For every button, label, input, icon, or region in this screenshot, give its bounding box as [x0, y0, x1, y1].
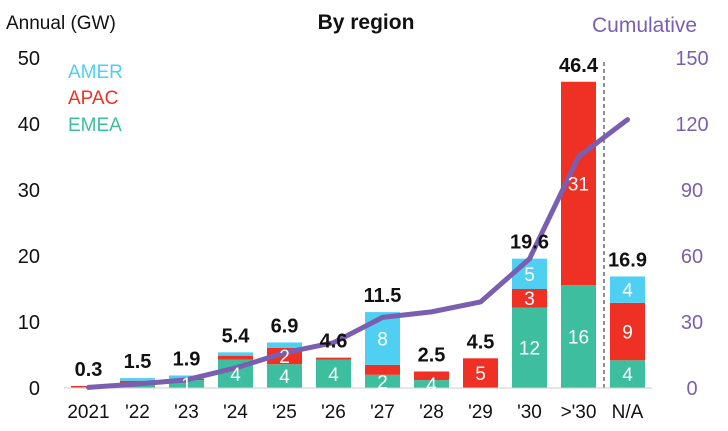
x-tick-label: '29: [468, 402, 493, 423]
legend-amer: AMER: [68, 62, 123, 83]
bar-amer: [169, 375, 204, 379]
right-axis-title: Cumulative: [592, 14, 697, 37]
total-label: 4.6: [320, 331, 348, 353]
segment-label: 4: [328, 365, 339, 386]
segment-label: 4: [230, 365, 241, 386]
left-tick-label: 40: [18, 114, 40, 136]
bar-emea: [414, 380, 449, 388]
left-axis-title: Annual (GW): [6, 13, 116, 34]
legend-apac: APAC: [68, 88, 118, 109]
bar-apac: [414, 371, 449, 381]
bar-amer: [610, 276, 645, 303]
x-tick-label: '26: [321, 402, 346, 423]
left-tick-label: 30: [18, 180, 40, 202]
left-axis: 0 10 20 30 40 50: [18, 48, 40, 400]
x-tick-label: '27: [370, 402, 395, 423]
segment-label: 4: [622, 365, 633, 386]
segment-label: 5: [475, 364, 486, 385]
x-tick-label: '30: [517, 402, 542, 423]
bar-apac: [316, 357, 351, 360]
bar-emea: [169, 380, 204, 388]
left-tick-label: 50: [18, 48, 40, 70]
right-tick-label: 150: [675, 48, 708, 70]
total-label: 0.3: [75, 359, 103, 381]
total-label: 46.4: [559, 55, 599, 77]
x-tick-label: '24: [223, 402, 248, 423]
segment-label: 2: [377, 372, 388, 393]
bar-amer: [267, 342, 302, 348]
right-tick-label: 0: [686, 378, 697, 400]
left-tick-label: 0: [29, 378, 40, 400]
total-label: 16.9: [608, 249, 647, 271]
bar-apac: [365, 364, 400, 375]
right-tick-label: 120: [675, 114, 708, 136]
total-label: 4.5: [467, 331, 495, 353]
x-tick-label: 2021: [67, 402, 109, 423]
x-tick-label: N/A: [612, 402, 644, 423]
total-label: 19.6: [510, 232, 549, 254]
bar-emea: [561, 285, 596, 388]
x-axis: 2021 '22 '23 '24 '25 '26 '27 '28 '29 '30 >'30 N/A: [67, 402, 643, 423]
total-labels: 0.3 1.5 1.9 5.4 6.9 4.6 11.5 2.5 4.5 19.6 46.4 16.9: [75, 55, 647, 381]
chart-title: By region: [318, 11, 415, 34]
right-tick-label: 90: [681, 180, 703, 202]
left-tick-label: 20: [18, 246, 40, 268]
bar-apac: [610, 302, 645, 361]
total-label: 6.9: [271, 315, 299, 337]
x-tick-label: '28: [419, 402, 444, 423]
total-label: 2.5: [418, 345, 446, 367]
bar-emea: [267, 364, 302, 388]
segment-label: 31: [568, 174, 589, 195]
segment-label: 12: [519, 339, 540, 360]
x-tick-label: '25: [272, 402, 297, 423]
bar-amer: [120, 378, 155, 381]
bar-amer: [218, 352, 253, 356]
segment-label: 2: [279, 347, 290, 368]
bar-amer: [512, 258, 547, 289]
total-label: 1.9: [173, 348, 201, 370]
segment-label: 4: [279, 367, 290, 388]
segment-label: 8: [377, 330, 388, 351]
cumulative-series: [86, 117, 630, 390]
segment-label: 1: [181, 375, 192, 396]
bar-apac: [512, 289, 547, 308]
bar-apac: [218, 355, 253, 360]
total-label: 1.5: [124, 351, 152, 373]
legend-emea: EMEA: [68, 115, 122, 136]
right-axis: 0 30 60 90 120 150: [675, 48, 708, 400]
left-tick-label: 10: [18, 312, 40, 334]
bar-emea: [316, 359, 351, 388]
segment-label: 5: [524, 265, 535, 286]
segment-label: 3: [524, 289, 535, 310]
bar-apac: [463, 358, 498, 388]
x-tick-label: >'30: [561, 402, 597, 423]
cumulative-line: [86, 117, 630, 390]
right-tick-label: 60: [681, 246, 703, 268]
x-tick-label: '22: [125, 402, 150, 423]
x-tick-label: '23: [174, 402, 199, 423]
total-label: 5.4: [222, 325, 251, 347]
segment-label: 4: [426, 375, 437, 396]
right-tick-label: 30: [681, 312, 703, 334]
bar-emea: [512, 307, 547, 388]
bar-emea: [610, 360, 645, 388]
bars: [71, 81, 645, 388]
segment-label: 9: [622, 323, 633, 344]
total-label: 11.5: [364, 285, 402, 307]
segment-label: 16: [568, 328, 589, 349]
bar-emea: [365, 374, 400, 388]
segment-label: 4: [622, 281, 633, 302]
